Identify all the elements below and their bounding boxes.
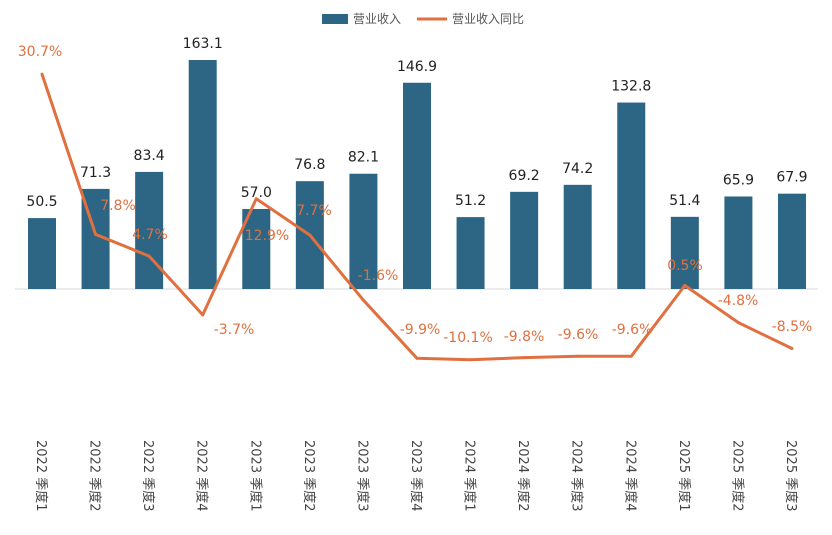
yoy-point	[415, 356, 419, 360]
x-tick-label: 2023 季度2	[301, 440, 317, 512]
x-tick-label: 2022 季度1	[33, 440, 49, 512]
x-tick-label: 2023 季度1	[247, 440, 263, 512]
bar-revenue	[563, 184, 592, 289]
yoy-value-label: -9.6%	[612, 322, 653, 338]
bar-value-label: 51.2	[455, 193, 486, 209]
bar-revenue	[777, 193, 806, 289]
yoy-point	[94, 232, 98, 236]
x-tick-label: 2024 季度2	[515, 440, 531, 512]
bar-value-label: 146.9	[397, 59, 437, 75]
legend-label-revenue: 营业收入	[353, 12, 401, 26]
bar-value-label: 82.1	[348, 150, 379, 166]
bar-revenue	[617, 102, 646, 289]
legend: 营业收入 营业收入同比	[322, 12, 524, 26]
legend-swatch-revenue	[322, 14, 348, 24]
yoy-value-label: -9.8%	[504, 329, 545, 345]
x-tick-label: 2025 季度2	[729, 440, 745, 512]
bar-value-label: 65.9	[723, 172, 754, 188]
bar-revenue	[135, 171, 164, 289]
yoy-value-label: -8.5%	[772, 319, 813, 335]
x-tick-label: 2025 季度1	[676, 440, 692, 512]
yoy-point	[790, 347, 794, 350]
yoy-point	[254, 197, 258, 201]
yoy-point	[629, 354, 633, 358]
bar-revenue	[402, 82, 431, 289]
bar-value-label: 83.4	[134, 148, 165, 164]
x-tick-label: 2025 季度3	[783, 440, 799, 512]
yoy-point	[147, 254, 151, 258]
bar-value-label: 163.1	[183, 36, 223, 52]
bar-value-label: 51.4	[669, 193, 700, 209]
x-tick-label: 2024 季度3	[569, 440, 585, 512]
legend-label-yoy: 营业收入同比	[452, 12, 524, 26]
yoy-value-label: 0.5%	[667, 258, 703, 274]
bar-value-label: 57.0	[241, 185, 272, 201]
yoy-point	[576, 354, 580, 358]
bar-value-label: 67.9	[776, 170, 807, 186]
yoy-value-label: -1.6%	[358, 268, 399, 284]
bar-revenue	[724, 196, 753, 289]
bar-value-label: 50.5	[26, 194, 57, 210]
bar-value-label: 74.2	[562, 161, 593, 177]
yoy-value-label: -10.1%	[443, 330, 493, 346]
yoy-point	[361, 298, 365, 302]
bar-revenue	[349, 173, 378, 289]
yoy-value-label: 7.8%	[100, 198, 136, 214]
yoy-point	[201, 313, 205, 317]
yoy-value-label: -4.8%	[718, 293, 759, 309]
yoy-point	[469, 358, 473, 362]
yoy-point	[522, 356, 526, 360]
yoy-value-label: 4.7%	[132, 227, 168, 243]
bar-revenue	[456, 217, 485, 289]
yoy-value-label: 7.7%	[296, 203, 332, 219]
yoy-point	[40, 72, 44, 76]
yoy-point	[736, 321, 740, 325]
x-tick-label: 2023 季度3	[354, 440, 370, 512]
yoy-point	[683, 284, 687, 287]
bar-value-label: 71.3	[80, 165, 111, 181]
yoy-value-label: 30.7%	[18, 44, 62, 60]
bar-revenue	[670, 216, 699, 289]
x-tick-label: 2022 季度2	[87, 440, 103, 512]
bar-value-label: 69.2	[509, 168, 540, 184]
bar-value-label: 132.8	[611, 79, 651, 95]
bar-revenue	[510, 191, 539, 289]
bar-revenue	[28, 218, 56, 289]
yoy-value-label: -9.6%	[558, 327, 599, 343]
x-tick-label: 2023 季度4	[408, 440, 424, 512]
bar-revenue	[188, 60, 217, 289]
x-tick-label: 2024 季度4	[622, 440, 638, 512]
yoy-value-label: 12.9%	[245, 228, 289, 244]
yoy-point	[308, 233, 312, 237]
x-tick-label: 2022 季度4	[194, 440, 210, 512]
yoy-value-label: -9.9%	[400, 322, 441, 338]
bar-value-label: 76.8	[294, 157, 325, 173]
x-tick-label: 2022 季度3	[140, 440, 156, 512]
yoy-value-label: -3.7%	[214, 322, 255, 338]
x-tick-label: 2024 季度1	[462, 440, 478, 512]
